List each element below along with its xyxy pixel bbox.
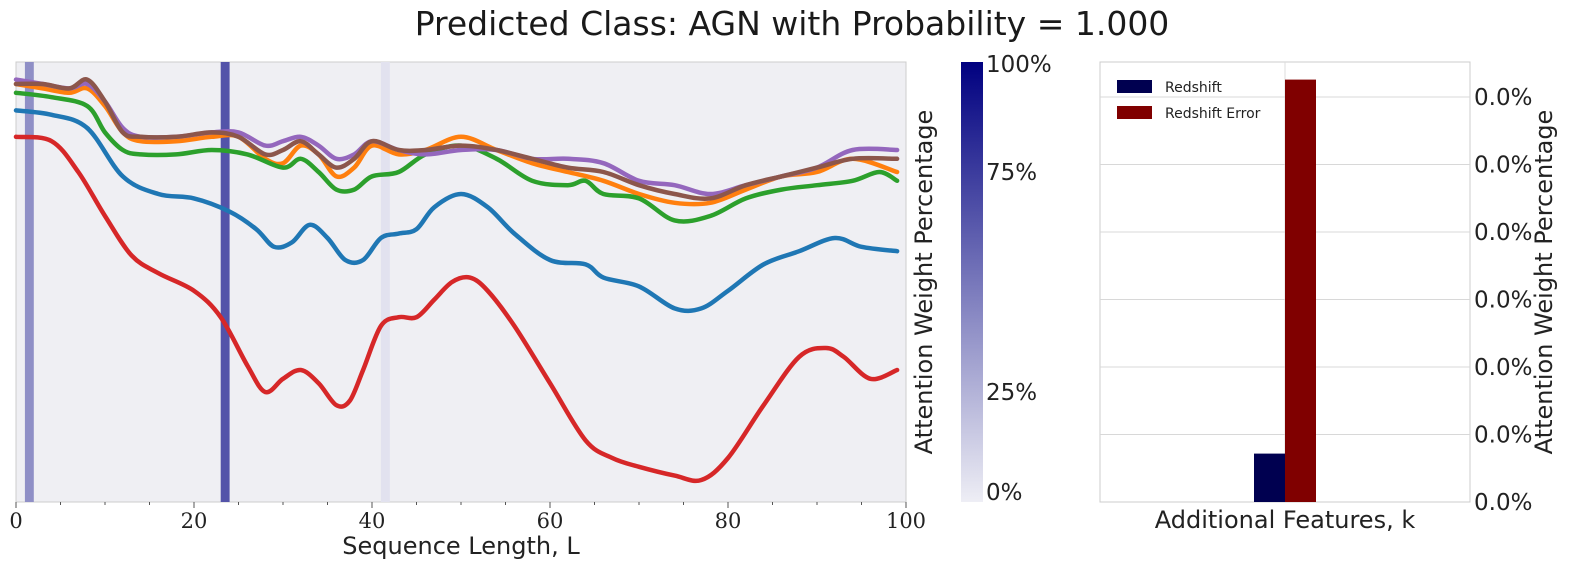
bars [1254,79,1316,502]
colorbar-tick-label: 0% [986,480,1023,506]
legend-label: Redshift Error [1165,106,1261,122]
bar-y-tick-label: 0.0% [1474,423,1532,449]
colorbar-ticks: 0% 25% 75% 100% [986,52,1052,506]
line-chart-background [15,61,907,503]
colorbar-tick-label: 75% [986,160,1037,186]
series-lines [13,77,900,484]
legend: Redshift Redshift Error [1117,80,1261,122]
bar-chart-panel: 0.0%0.0%0.0%0.0%0.0%0.0%0.0% RedshiftRed… [1099,61,1558,534]
line-chart-panel: 0 20 40 60 80 100 Sequence Length, L [9,61,926,560]
legend-swatch [1117,106,1152,119]
bar-redshift [1254,453,1285,502]
bar-y-tick-label: 0.0% [1474,85,1532,111]
bar-gridlines: 0.0% 0.0% 0.0% 0.0% 0.0% 0.0% 0.0% [1100,85,1532,516]
colorbar-gradient [961,62,983,502]
x-axis-ticks: 0 20 40 60 80 100 [9,502,926,533]
colorbar-tick-label: 100% [986,52,1052,78]
bar-y-tick-label: 0.0% [1474,288,1532,314]
bar-x-axis-label: Additional Features, k [1155,506,1416,534]
bar-y-tick-label: 0.0% [1474,490,1532,516]
bar-y-axis-label: Attention Weight Percentage [1530,110,1558,455]
x-tick-label: 100 [886,509,926,533]
bar-y-tick-label: 0.0% [1474,355,1532,381]
legend-swatch [1117,80,1152,93]
legend-label: Redshift [1165,80,1222,96]
x-tick-label: 80 [715,509,742,533]
colorbar: 0% 25% 75% 100% Attention Weight Percentage [910,52,1052,506]
bar-y-tick-label: 0.0% [1474,153,1532,179]
series-line-5 [13,77,900,201]
series-line-3 [13,134,900,484]
bar-redshift-error [1285,79,1316,502]
x-tick-label: 20 [181,509,208,533]
colorbar-tick-label: 25% [986,380,1037,406]
series-line-0 [13,108,900,314]
attention-bands [24,62,390,502]
x-tick-label: 40 [359,509,386,533]
x-axis-label: Sequence Length, L [342,532,580,560]
attention-band-2 [380,62,390,502]
attention-band-1 [220,62,230,502]
attention-band-0 [24,62,34,502]
x-tick-label: 0 [9,509,22,533]
bar-y-tick-label: 0.0% [1474,220,1532,246]
figure-title: Predicted Class: AGN with Probability = … [414,4,1170,43]
x-tick-label: 60 [537,509,564,533]
colorbar-label: Attention Weight Percentage [910,110,938,455]
series-line-2 [13,90,900,224]
